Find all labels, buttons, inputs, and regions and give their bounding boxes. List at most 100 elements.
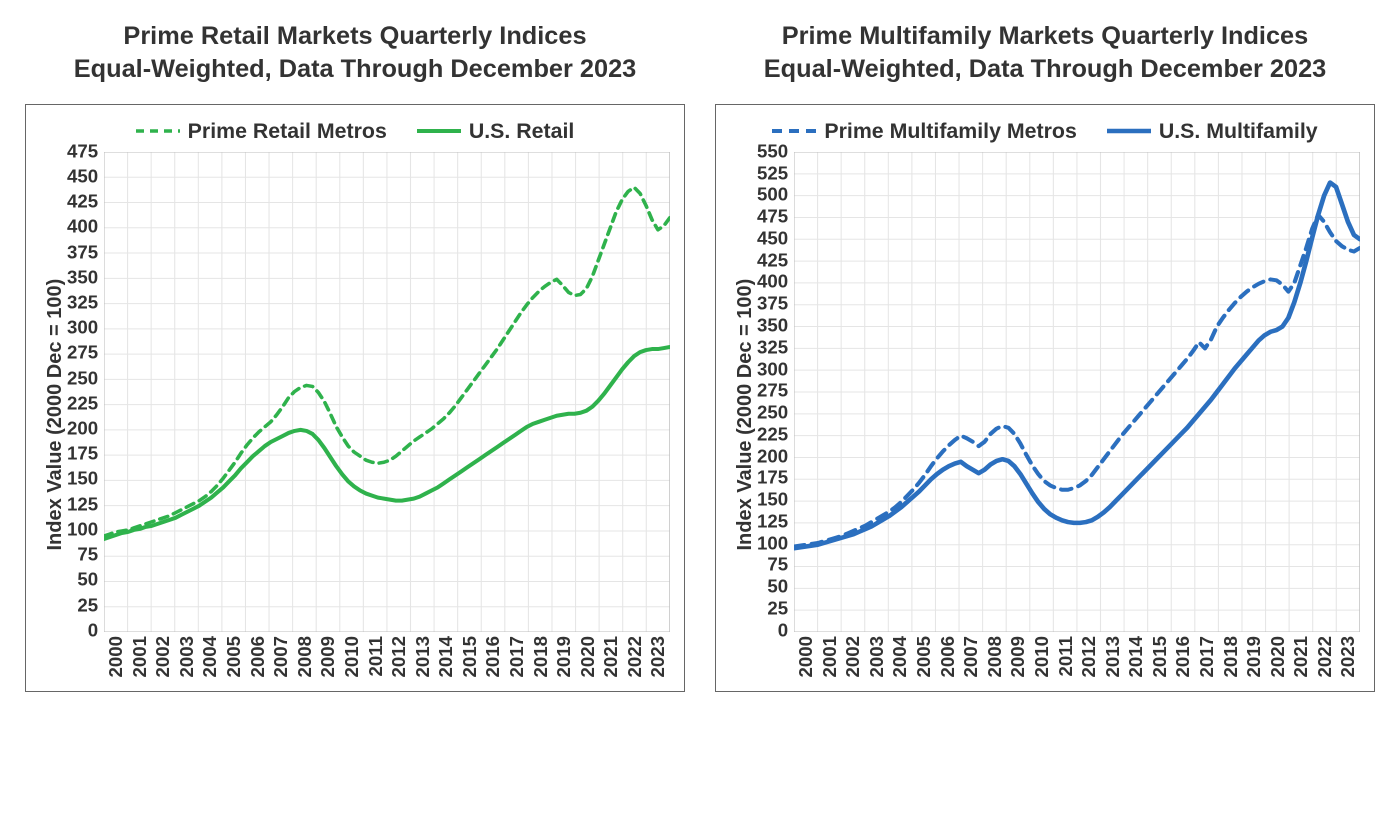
left-legend: Prime Retail Metros U.S. Retail [40, 119, 670, 144]
y-tick-label: 325 [757, 338, 788, 339]
x-tick-label: 2017 [505, 636, 529, 678]
y-tick-label: 200 [757, 447, 788, 448]
x-tick-label: 2013 [411, 636, 435, 678]
y-tick-label: 0 [757, 621, 788, 622]
left-chart-box: Prime Retail Metros U.S. Retail Index Val… [25, 104, 685, 693]
x-tick-label: 2015 [1148, 636, 1172, 678]
x-tick-label: 2011 [1054, 636, 1078, 678]
y-tick-label: 550 [757, 143, 788, 144]
x-tick-label: 2013 [1101, 636, 1125, 678]
y-tick-label: 300 [757, 360, 788, 361]
legend-swatch [1107, 126, 1151, 136]
x-tick-label: 2003 [865, 636, 889, 678]
x-tick-label: 2014 [1124, 636, 1148, 678]
y-tick-label: 150 [757, 491, 788, 492]
y-tick-label: 475 [757, 208, 788, 209]
x-tick-label: 2007 [269, 636, 293, 678]
x-tick-label: 2003 [175, 636, 199, 678]
y-tick-label: 25 [757, 600, 788, 601]
left-chart-svg [104, 152, 670, 632]
y-tick-label: 525 [757, 164, 788, 165]
left-title-line2: Equal-Weighted, Data Through December 20… [25, 53, 685, 86]
y-tick-label: 200 [67, 420, 98, 421]
y-tick-label: 50 [67, 571, 98, 572]
y-tick-label: 250 [757, 404, 788, 405]
x-tick-label: 2009 [1006, 636, 1030, 678]
x-tick-label: 2008 [983, 636, 1007, 678]
x-tick-label: 2018 [529, 636, 553, 678]
y-tick-label: 375 [67, 243, 98, 244]
y-tick-label: 375 [757, 295, 788, 296]
legend-label: U.S. Multifamily [1159, 119, 1318, 144]
y-tick-label: 50 [757, 578, 788, 579]
x-tick-label: 2012 [387, 636, 411, 678]
x-tick-label: 2018 [1219, 636, 1243, 678]
x-tick-label: 2004 [888, 636, 912, 678]
x-tick-label: 2006 [936, 636, 960, 678]
left-chart-title: Prime Retail Markets Quarterly Indices E… [25, 20, 685, 86]
legend-swatch [417, 126, 461, 136]
x-tick-label: 2004 [198, 636, 222, 678]
x-tick-label: 2021 [599, 636, 623, 678]
x-tick-label: 2021 [1289, 636, 1313, 678]
legend-swatch [772, 126, 816, 136]
x-tick-label: 2016 [481, 636, 505, 678]
legend-label: U.S. Retail [469, 119, 575, 144]
x-tick-label: 2005 [912, 636, 936, 678]
left-x-ticks: 2000200120022003200420052006200720082009… [104, 636, 670, 678]
right-y-ticks: 5505255004754504254003753503253002752502… [757, 152, 794, 632]
x-tick-label: 2019 [552, 636, 576, 678]
x-tick-label: 2019 [1242, 636, 1266, 678]
y-tick-label: 400 [757, 273, 788, 274]
right-chart-box: Prime Multifamily Metros U.S. Multifamily… [715, 104, 1375, 693]
legend-item: Prime Multifamily Metros [772, 119, 1076, 144]
left-y-axis-label: Index Value (2000 Dec = 100) [40, 152, 67, 678]
x-tick-label: 2016 [1171, 636, 1195, 678]
legend-item: U.S. Multifamily [1107, 119, 1318, 144]
x-tick-label: 2012 [1077, 636, 1101, 678]
y-tick-label: 75 [757, 556, 788, 557]
left-title-line1: Prime Retail Markets Quarterly Indices [25, 20, 685, 53]
y-tick-label: 225 [757, 425, 788, 426]
x-tick-label: 2008 [293, 636, 317, 678]
y-tick-label: 0 [67, 621, 98, 622]
right-plot-wrap: Index Value (2000 Dec = 100) 55052550047… [730, 152, 1360, 678]
x-tick-label: 2006 [246, 636, 270, 678]
x-tick-label: 2010 [1030, 636, 1054, 678]
legend-label: Prime Retail Metros [188, 119, 387, 144]
x-tick-label: 2000 [104, 636, 128, 678]
x-tick-label: 2015 [458, 636, 482, 678]
left-plot-wrap: Index Value (2000 Dec = 100) 47545042540… [40, 152, 670, 678]
charts-container: Prime Retail Markets Quarterly Indices E… [20, 20, 1380, 692]
legend-item: Prime Retail Metros [136, 119, 387, 144]
legend-swatch [136, 126, 180, 136]
right-y-axis-label: Index Value (2000 Dec = 100) [730, 152, 757, 678]
y-tick-label: 275 [67, 344, 98, 345]
y-tick-label: 450 [67, 168, 98, 169]
x-tick-label: 2020 [576, 636, 600, 678]
left-plot-area: 2000200120022003200420052006200720082009… [104, 152, 670, 678]
right-chart-title: Prime Multifamily Markets Quarterly Indi… [715, 20, 1375, 86]
legend-item: U.S. Retail [417, 119, 575, 144]
right-legend: Prime Multifamily Metros U.S. Multifamily [730, 119, 1360, 144]
y-tick-label: 100 [757, 534, 788, 535]
y-tick-label: 350 [757, 317, 788, 318]
y-tick-label: 400 [67, 218, 98, 219]
x-tick-label: 2000 [794, 636, 818, 678]
x-tick-label: 2014 [434, 636, 458, 678]
right-title-line2: Equal-Weighted, Data Through December 20… [715, 53, 1375, 86]
legend-label: Prime Multifamily Metros [824, 119, 1076, 144]
y-tick-label: 275 [757, 382, 788, 383]
x-tick-label: 2010 [340, 636, 364, 678]
y-tick-label: 150 [67, 470, 98, 471]
x-tick-label: 2023 [1336, 636, 1360, 678]
x-tick-label: 2022 [623, 636, 647, 678]
y-tick-label: 300 [67, 319, 98, 320]
y-tick-label: 100 [67, 521, 98, 522]
x-tick-label: 2002 [151, 636, 175, 678]
y-tick-label: 350 [67, 269, 98, 270]
left-y-ticks: 4754504254003753503253002752502252001751… [67, 152, 104, 632]
right-title-line1: Prime Multifamily Markets Quarterly Indi… [715, 20, 1375, 53]
y-tick-label: 25 [67, 596, 98, 597]
y-tick-label: 500 [757, 186, 788, 187]
